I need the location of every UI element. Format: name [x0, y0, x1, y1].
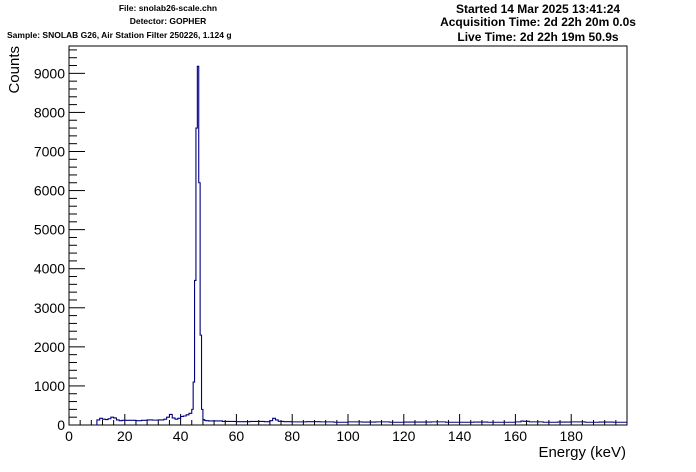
x-tick-label: 20: [117, 428, 133, 444]
x-axis-label: Energy (keV): [538, 444, 626, 461]
x-axis-ticks: 0 20 40 60 80 100 120 140 160 180: [65, 414, 628, 444]
x-tick-label: 100: [336, 428, 360, 444]
y-tick-label: 7000: [34, 143, 65, 159]
spectrum-series-line: [95, 65, 627, 426]
acquisition-time-label: Acquisition Time: 2d 22h 20m 0.0s: [440, 15, 636, 29]
x-tick-label: 0: [65, 428, 73, 444]
start-time-label: Started 14 Mar 2025 13:41:24: [455, 2, 621, 16]
x-tick-label: 80: [284, 428, 300, 444]
detector-label: Detector: GOPHER: [129, 16, 207, 26]
file-name-label: File: snolab26-scale.chn: [118, 3, 218, 13]
x-tick-label: 40: [173, 428, 189, 444]
y-tick-label: 1000: [34, 378, 65, 394]
y-tick-label: 8000: [34, 104, 65, 120]
y-tick-label: 4000: [34, 261, 65, 277]
sample-label: Sample: SNOLAB G26, Air Station Filter 2…: [7, 30, 232, 40]
x-tick-label: 140: [448, 428, 472, 444]
x-tick-label: 120: [392, 428, 416, 444]
y-tick-label: 5000: [34, 222, 65, 238]
y-tick-label: 6000: [34, 183, 65, 199]
x-tick-label: 180: [560, 428, 584, 444]
y-axis-label: Counts: [6, 46, 23, 94]
x-tick-label: 60: [229, 428, 245, 444]
plot-frame: [68, 45, 628, 426]
y-tick-label: 9000: [34, 65, 65, 81]
x-tick-label: 160: [504, 428, 528, 444]
y-axis-ticks: 0 1000 2000 3000 4000 5000 6000 7000 8000 9000: [34, 49, 85, 433]
live-time-label: Live Time: 2d 22h 19m 50.9s: [457, 30, 619, 44]
y-tick-label: 0: [57, 417, 65, 433]
y-tick-label: 2000: [34, 339, 65, 355]
y-tick-label: 3000: [34, 300, 65, 316]
